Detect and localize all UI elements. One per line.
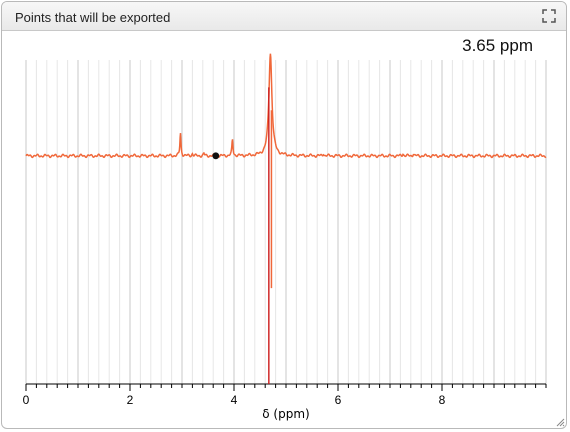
cursor-readout: 3.65 ppm <box>462 36 533 55</box>
expand-icon[interactable] <box>542 9 556 23</box>
resize-grip-icon[interactable] <box>555 417 565 427</box>
panel-titlebar: Points that will be exported <box>2 2 566 31</box>
x-tick-label: 2 <box>127 393 134 407</box>
x-axis-label: δ (ppm) <box>262 407 309 421</box>
x-tick-label: 6 <box>335 393 342 407</box>
spectrum-series-line <box>25 53 547 159</box>
x-tick-label: 0 <box>23 393 30 407</box>
x-tick-label: 4 <box>231 393 238 407</box>
x-tick-label: 8 <box>439 393 446 407</box>
panel-title: Points that will be exported <box>15 10 171 25</box>
cursor-point <box>212 152 220 160</box>
